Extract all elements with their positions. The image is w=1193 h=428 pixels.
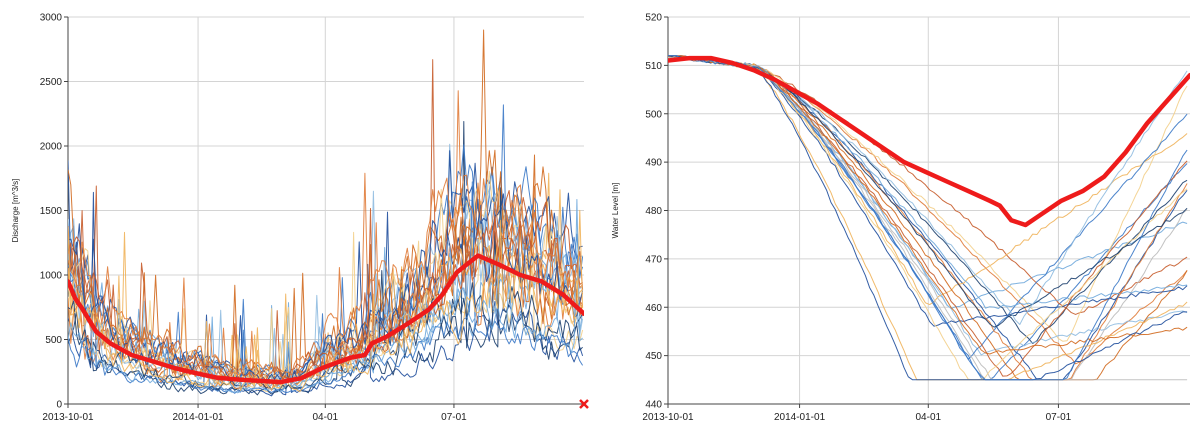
discharge-highlight-series xyxy=(68,253,584,385)
waterlevel-ensemble-member xyxy=(668,55,1188,381)
waterlevel-ensemble-member xyxy=(668,55,1188,325)
waterlevel-xtick-label: 07-01 xyxy=(1046,412,1072,423)
discharge-ylabel: Discharge [m^3/s] xyxy=(11,179,20,243)
waterlevel-ytick-label: 470 xyxy=(645,254,662,265)
waterlevel-ensemble-member xyxy=(668,55,1188,377)
waterlevel-ensemble-member xyxy=(668,55,1188,344)
waterlevel-ytick-label: 520 xyxy=(645,13,662,24)
waterlevel-ytick-label: 480 xyxy=(645,206,662,217)
discharge-ytick-label: 1000 xyxy=(40,271,63,282)
discharge-ensemble-member xyxy=(68,144,584,381)
waterlevel-xtick-label: 2013-10-01 xyxy=(642,412,694,423)
waterlevel-ytick-label: 490 xyxy=(645,158,662,169)
discharge-xtick-label: 2014-01-01 xyxy=(172,412,224,423)
discharge-ytick-label: 3000 xyxy=(40,13,63,24)
discharge-ensemble-member xyxy=(68,199,583,394)
waterlevel-ensemble-member xyxy=(668,55,1188,381)
water-level-chart: 440 450 460 470 480 490 500 510 520 2013-10-01 201… xyxy=(600,0,1193,428)
waterlevel-ensemble-member xyxy=(668,56,1188,381)
discharge-ensemble-member xyxy=(68,172,583,376)
waterlevel-ensemble-member xyxy=(668,55,1188,328)
waterlevel-ytick-label: 510 xyxy=(645,61,662,72)
waterlevel-ensemble xyxy=(668,55,1188,381)
waterlevel-ensemble-member xyxy=(668,55,1188,381)
waterlevel-ytick-label: 500 xyxy=(645,109,662,120)
discharge-ytick-label: 500 xyxy=(45,335,62,346)
waterlevel-ensemble-member xyxy=(668,55,1188,327)
waterlevel-ensemble-member xyxy=(668,55,1188,381)
waterlevel-ensemble-member xyxy=(668,55,1188,381)
discharge-ensemble-member xyxy=(68,197,584,381)
discharge-ytick-label: 2500 xyxy=(40,77,63,88)
waterlevel-ensemble-member xyxy=(668,55,1188,309)
waterlevel-xtick-label: 04-01 xyxy=(915,412,941,423)
waterlevel-ytick-label: 450 xyxy=(645,351,662,362)
discharge-ensemble-member xyxy=(68,209,584,393)
discharge-xtick-label: 04-01 xyxy=(313,412,339,423)
water-level-plot-area: 440 450 460 470 480 490 500 510 520 2013-10-01 201… xyxy=(611,13,1190,423)
waterlevel-highlight-series xyxy=(668,55,1190,228)
discharge-plot-area: 0 500 1000 1500 2000 2500 3000 2013-10-01 2014-0… xyxy=(11,13,589,423)
waterlevel-ensemble-member xyxy=(668,55,1188,381)
waterlevel-xtick-label: 2014-01-01 xyxy=(774,412,826,423)
discharge-chart: 0 500 1000 1500 2000 2500 3000 2013-10-01 2014-0… xyxy=(11,13,589,423)
waterlevel-ensemble-member xyxy=(668,55,1188,381)
discharge-ytick-label: 0 xyxy=(56,400,62,411)
waterlevel-ensemble-member xyxy=(668,55,1188,381)
waterlevel-ensemble-member xyxy=(668,55,1188,381)
discharge-ytick-label: 1500 xyxy=(40,206,63,217)
waterlevel-ytick-label: 440 xyxy=(645,400,662,411)
end-marker-icon xyxy=(579,399,589,409)
waterlevel-ytick-label: 460 xyxy=(645,303,662,314)
discharge-xtick-label: 2013-10-01 xyxy=(42,412,94,423)
waterlevel-ylabel: Water Level [m] xyxy=(611,183,620,239)
discharge-xtick-label: 07-01 xyxy=(441,412,467,423)
waterlevel-ensemble-member xyxy=(668,55,1188,309)
discharge-ytick-label: 2000 xyxy=(40,142,63,153)
